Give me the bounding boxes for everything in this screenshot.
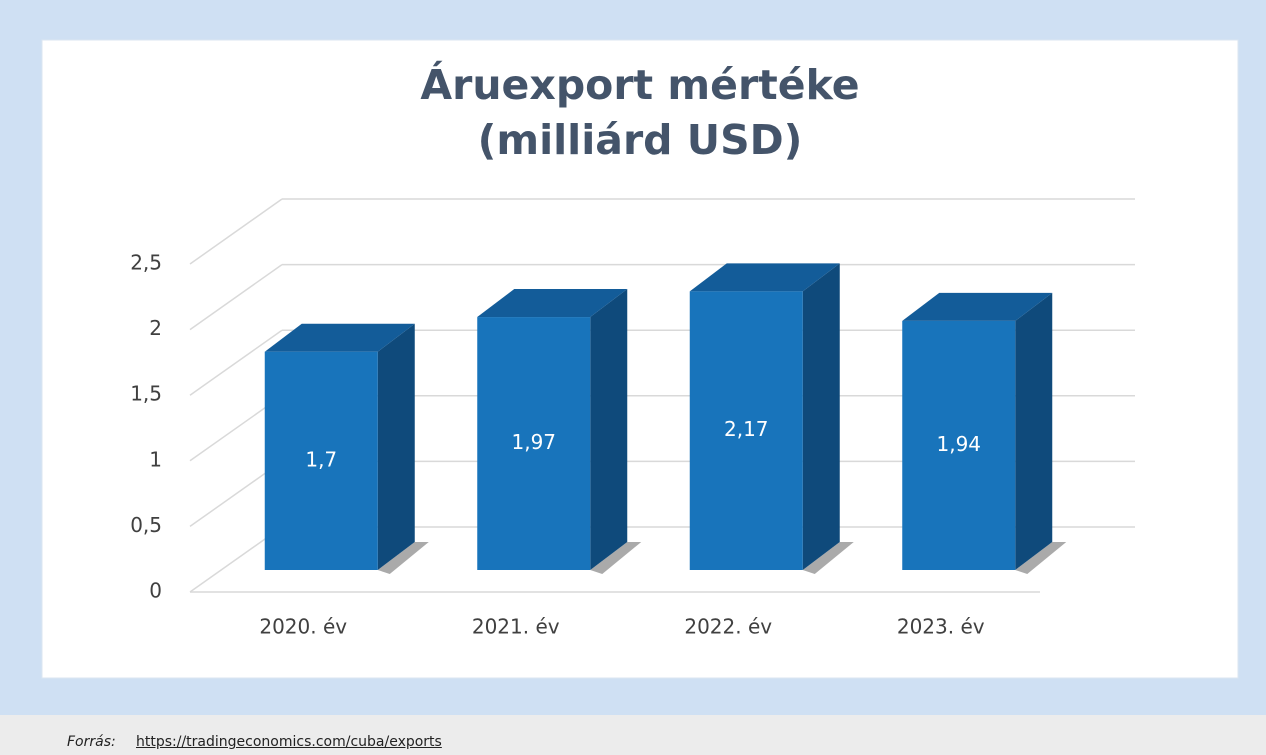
grid-line	[189, 263, 283, 331]
source-label: Forrás:	[67, 734, 116, 750]
source-link[interactable]: https://tradingeconomics.com/cuba/export…	[136, 734, 442, 750]
data-label: 1,94	[936, 432, 981, 456]
chart: Áruexport mértéke (milliárd USD) 0 0,5 1 1,…	[0, 0, 1266, 715]
bar-top	[689, 263, 840, 292]
bar	[477, 317, 591, 570]
grid-line	[189, 198, 283, 265]
data-label: 1,97	[511, 430, 556, 454]
chart-title: Áruexport mértéke	[420, 61, 859, 109]
x-tick-label: 2020. év	[259, 615, 347, 639]
bar-side	[802, 263, 840, 570]
y-tick-label: 2,5	[130, 251, 162, 275]
bar-top	[902, 292, 1053, 321]
footer: Forrás: https://tradingeconomics.com/cub…	[0, 715, 1266, 755]
bar-shadow	[1015, 542, 1067, 574]
bar-shadow	[590, 542, 642, 574]
bar-side	[377, 323, 415, 570]
bar-top	[477, 289, 628, 318]
x-tick-label: 2022. év	[684, 615, 772, 639]
x-tick-label: 2023. év	[897, 615, 985, 639]
y-tick-label: 2	[149, 316, 162, 340]
bar-shadow	[802, 542, 854, 574]
y-tick-label: 1,5	[130, 382, 162, 406]
y-tick-label: 0,5	[130, 513, 162, 537]
x-tick-label: 2021. év	[472, 615, 560, 639]
bar-side	[590, 289, 628, 570]
bar-top	[264, 323, 415, 352]
bar-shadow	[377, 542, 429, 574]
bar	[264, 351, 378, 570]
bar-side	[1015, 292, 1053, 570]
chart-title: (milliárd USD)	[478, 116, 803, 164]
y-tick-label: 1	[149, 447, 162, 471]
data-label: 2,17	[724, 417, 769, 441]
grid-line	[189, 329, 283, 396]
bar	[902, 320, 1016, 570]
data-label: 1,7	[305, 447, 337, 471]
bar	[689, 291, 803, 570]
y-tick-label: 0	[149, 579, 162, 603]
